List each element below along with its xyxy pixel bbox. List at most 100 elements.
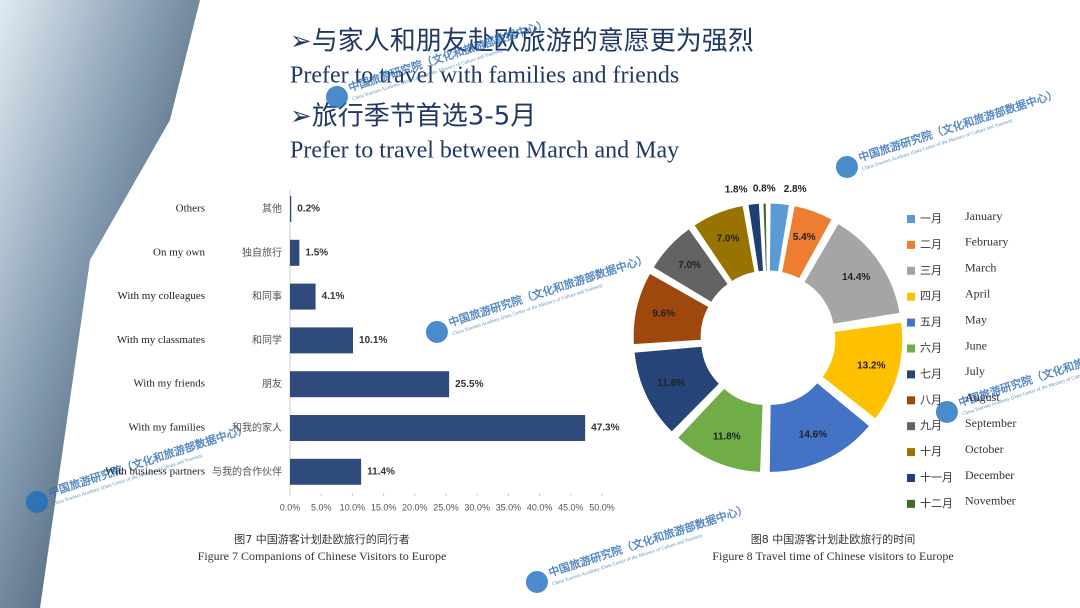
watermark-cn: 中国旅游研究院（文化和旅游部数据中心）	[857, 87, 1060, 165]
donut-slice	[762, 202, 768, 272]
category-label-cn: 朋友	[262, 377, 282, 390]
legend-swatch	[907, 266, 915, 275]
legend-label-en: December	[965, 468, 1014, 482]
legend-label-cn: 六月	[920, 342, 942, 355]
legend-swatch	[907, 474, 915, 482]
bar	[290, 239, 300, 266]
legend-label-en: January	[965, 209, 1002, 223]
x-tick-label: 0.0%	[280, 502, 301, 512]
legend-swatch	[907, 215, 915, 223]
data-label: 5.4%	[793, 232, 816, 243]
watermark: 中国旅游研究院（文化和旅游部数据中心）China Tourism Academy…	[935, 332, 1080, 423]
category-label: On my own	[153, 246, 205, 258]
category-label: With my classmates	[117, 334, 205, 346]
x-tick-label: 25.0%	[433, 502, 459, 512]
x-tick-label: 45.0%	[558, 502, 584, 512]
bar	[290, 327, 354, 354]
x-tick-label: 30.0%	[464, 502, 490, 512]
legend-label-en: March	[965, 261, 996, 275]
watermark: 中国旅游研究院（文化和旅游部数据中心）China Tourism Academy…	[425, 252, 650, 343]
bar	[290, 415, 586, 441]
data-label: 9.6%	[652, 309, 675, 320]
bar	[290, 196, 292, 222]
legend-label-cn: 九月	[920, 419, 942, 432]
legend-label-cn: 八月	[920, 393, 942, 406]
watermark-cn: 中国旅游研究院（文化和旅游部数据中心）	[547, 502, 750, 580]
donut-slice	[747, 202, 765, 273]
legend-swatch	[907, 448, 915, 457]
legend-label-cn: 十二月	[920, 496, 953, 510]
legend-label-cn: 四月	[920, 290, 942, 303]
legend-label-en: February	[965, 235, 1008, 249]
heading: ➢旅行季节首选3-5月	[290, 102, 536, 132]
x-tick-label: 10.0%	[340, 502, 366, 512]
donut-slice	[632, 272, 710, 346]
watermark-logo	[325, 85, 348, 108]
bar	[290, 458, 362, 485]
data-label: 1.8%	[725, 184, 748, 195]
donut-slice	[803, 222, 901, 325]
data-label: 1.5%	[305, 247, 328, 258]
category-label-cn: 和同事	[252, 290, 282, 303]
watermark-logo	[525, 570, 548, 593]
watermark-logo	[835, 155, 858, 178]
legend-label-cn: 七月	[920, 367, 942, 380]
bar	[290, 283, 316, 310]
data-label: 14.6%	[799, 430, 827, 441]
caption-en: Figure 8 Travel time of Chinese visitors…	[712, 549, 953, 563]
x-tick-label: 35.0%	[496, 502, 522, 512]
data-label: 7.0%	[717, 233, 740, 244]
data-label: 14.4%	[842, 272, 870, 283]
x-tick-label: 50.0%	[589, 502, 615, 512]
legend-swatch	[907, 396, 915, 405]
watermark-logo	[25, 490, 48, 513]
donut-slice	[652, 228, 729, 304]
legend-label-cn: 一月	[920, 212, 942, 225]
donut-slice	[633, 345, 721, 433]
category-label-cn: 其他	[262, 202, 282, 215]
legend-label-en: September	[965, 416, 1016, 430]
donut-slice	[768, 381, 871, 473]
data-label: 11.8%	[713, 431, 741, 442]
x-tick-label: 5.0%	[311, 502, 332, 512]
legend-label-en: June	[965, 338, 987, 352]
category-label: With my families	[128, 422, 205, 434]
category-label: With my friends	[133, 378, 205, 390]
watermark-logo	[425, 320, 448, 343]
watermark: 中国旅游研究院（文化和旅游部数据中心）China Tourism Academy…	[835, 87, 1060, 178]
legend-label-cn: 五月	[920, 316, 942, 329]
watermark-logo	[935, 400, 958, 423]
legend-label-cn: 三月	[920, 264, 942, 277]
data-label: 4.1%	[322, 291, 345, 302]
legend-label-en: October	[965, 442, 1004, 456]
legend-swatch	[907, 370, 915, 379]
heading: Prefer to travel between March and May	[290, 138, 679, 164]
legend-swatch	[907, 318, 915, 327]
x-tick-label: 20.0%	[402, 502, 428, 512]
data-label: 2.8%	[784, 184, 807, 195]
donut-slice	[780, 205, 833, 280]
data-label: 7.0%	[678, 260, 701, 271]
caption-cn: 图7 中国游客计划赴欧旅行的同行者	[234, 532, 410, 546]
donut-slice	[693, 204, 756, 283]
category-label: With business partners	[105, 465, 205, 477]
legend-label-cn: 二月	[920, 238, 942, 251]
background-photo	[0, 0, 200, 608]
legend-swatch	[907, 499, 915, 508]
legend-swatch	[907, 344, 915, 353]
category-label-cn: 与我的合作伙伴	[212, 465, 282, 478]
category-label-cn: 和我的家人	[232, 421, 282, 434]
heading: Prefer to travel with families and frien…	[290, 63, 679, 89]
legend-label-en: November	[965, 494, 1016, 508]
donut-slice	[676, 387, 764, 473]
legend-swatch	[907, 422, 915, 431]
caption-cn: 图8 中国游客计划赴欧旅行的时间	[751, 532, 916, 546]
data-label: 0.8%	[753, 184, 776, 195]
charts: 0.0% 5.0% 10.0% 15.0% 20.0% 25.0% 30.0% 35.0% 40…	[105, 184, 1016, 563]
category-label: With my colleagues	[117, 290, 205, 302]
data-label: 11.6%	[657, 378, 685, 389]
legend-swatch	[907, 292, 915, 301]
donut-slice	[821, 321, 904, 420]
watermark-cn: 中国旅游研究院（文化和旅游部数据中心）	[447, 252, 650, 330]
